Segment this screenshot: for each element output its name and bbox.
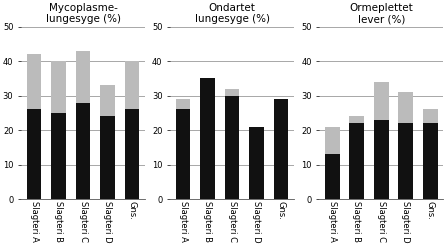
Bar xyxy=(100,85,115,199)
Bar xyxy=(325,154,339,199)
Bar xyxy=(76,51,91,199)
Bar xyxy=(225,89,240,199)
Bar xyxy=(249,127,264,199)
Bar xyxy=(176,99,190,199)
Bar xyxy=(374,82,388,199)
Bar xyxy=(349,123,364,199)
Bar xyxy=(124,61,139,199)
Bar xyxy=(398,92,413,199)
Bar xyxy=(349,116,364,199)
Bar xyxy=(423,123,438,199)
Bar xyxy=(200,78,215,199)
Bar xyxy=(225,96,240,199)
Bar xyxy=(200,127,215,199)
Bar xyxy=(100,116,115,199)
Title: Ondartet
lungesyge (%): Ondartet lungesyge (%) xyxy=(194,3,270,25)
Bar xyxy=(51,61,66,199)
Bar xyxy=(274,99,289,199)
Bar xyxy=(76,102,91,199)
Title: Mycoplasme-
lungesyge (%): Mycoplasme- lungesyge (%) xyxy=(45,3,120,25)
Bar xyxy=(325,127,339,199)
Bar xyxy=(249,127,264,199)
Title: Ormeplettet
lever (%): Ormeplettet lever (%) xyxy=(349,3,413,25)
Bar xyxy=(423,110,438,199)
Bar xyxy=(27,110,41,199)
Bar xyxy=(124,110,139,199)
Bar xyxy=(274,127,289,199)
Bar xyxy=(398,123,413,199)
Bar xyxy=(51,113,66,199)
Bar xyxy=(176,110,190,199)
Bar xyxy=(374,120,388,199)
Bar xyxy=(27,54,41,199)
